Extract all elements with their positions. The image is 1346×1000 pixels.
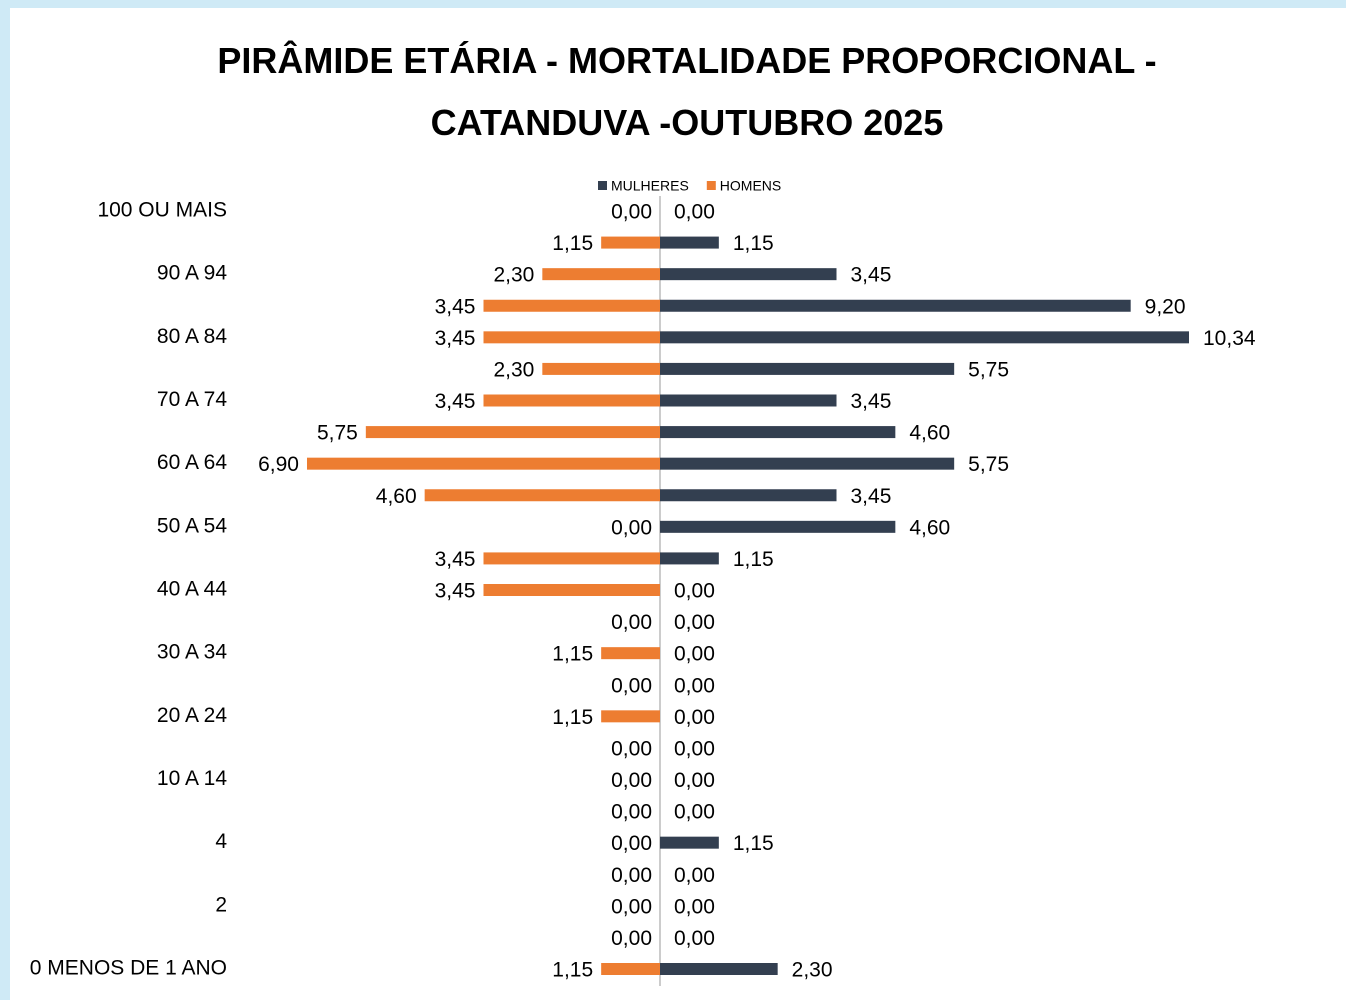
bar	[660, 362, 955, 375]
bar	[542, 268, 660, 281]
bar	[660, 426, 896, 439]
value-label: 0,00	[611, 516, 652, 539]
value-label: 0,00	[674, 895, 715, 918]
value-label: 3,45	[435, 327, 476, 350]
value-label: 1,15	[552, 706, 593, 729]
value-label: 0,00	[611, 895, 652, 918]
value-label: 1,15	[733, 832, 774, 855]
value-label: 1,15	[552, 959, 593, 982]
value-label: 5,75	[968, 453, 1009, 476]
value-label: 0,00	[674, 580, 715, 603]
value-label: 6,90	[258, 453, 299, 476]
category-label: 2	[215, 893, 227, 916]
bar	[601, 963, 660, 975]
bar	[483, 394, 660, 407]
value-label: 0,00	[674, 927, 715, 950]
bar	[483, 299, 660, 312]
value-label: 5,75	[317, 422, 358, 445]
bar	[483, 331, 660, 344]
value-label: 0,00	[674, 769, 715, 792]
value-label: 0,00	[674, 801, 715, 824]
category-label: 50 A 54	[157, 514, 227, 537]
value-label: 0,00	[611, 611, 652, 634]
category-label: 0 MENOS DE 1 ANO	[30, 957, 227, 980]
value-label: 3,45	[435, 548, 476, 571]
bar	[660, 552, 719, 565]
bar	[660, 963, 778, 975]
value-label: 0,00	[674, 737, 715, 760]
bar	[601, 647, 660, 660]
value-label: 3,45	[435, 390, 476, 413]
value-label: 0,00	[611, 927, 652, 950]
chart-area	[10, 8, 1346, 1000]
legend-label: HOMENS	[720, 178, 781, 194]
category-label: 80 A 84	[157, 325, 227, 348]
value-label: 0,00	[611, 832, 652, 855]
bar	[660, 268, 837, 281]
value-label: 0,00	[674, 611, 715, 634]
bar	[660, 489, 837, 502]
value-label: 3,45	[851, 264, 892, 287]
value-label: 0,00	[611, 201, 652, 224]
value-label: 0,00	[674, 643, 715, 666]
bar	[660, 394, 837, 407]
chart-title: PIRÂMIDE ETÁRIA - MORTALIDADE PROPORCION…	[217, 40, 1157, 143]
value-label: 3,45	[851, 485, 892, 508]
category-label: 40 A 44	[157, 578, 227, 601]
category-label: 30 A 34	[157, 641, 227, 664]
bar	[601, 710, 660, 723]
bar	[483, 552, 660, 565]
value-label: 3,45	[851, 390, 892, 413]
bar	[306, 457, 660, 470]
bar	[424, 489, 660, 502]
bar	[660, 836, 719, 849]
bar	[660, 299, 1131, 312]
value-label: 0,00	[611, 737, 652, 760]
value-label: 2,30	[493, 358, 534, 381]
value-label: 1,15	[552, 232, 593, 255]
value-label: 9,20	[1145, 295, 1186, 318]
value-label: 0,00	[611, 864, 652, 887]
legend-swatch	[706, 181, 716, 190]
value-label: 0,00	[674, 706, 715, 729]
bar	[660, 520, 896, 533]
bar	[660, 236, 719, 249]
value-label: 0,00	[611, 674, 652, 697]
value-label: 0,00	[611, 801, 652, 824]
category-label: 60 A 64	[157, 451, 227, 474]
value-label: 1,15	[552, 643, 593, 666]
value-label: 10,34	[1203, 327, 1256, 350]
bar	[483, 584, 660, 596]
value-label: 4,60	[909, 422, 950, 445]
value-label: 0,00	[674, 201, 715, 224]
value-label: 3,45	[435, 295, 476, 318]
value-label: 2,30	[792, 959, 833, 982]
bar	[365, 426, 660, 439]
category-label: 20 A 24	[157, 704, 227, 727]
legend-label: MULHERES	[611, 178, 689, 194]
value-label: 4,60	[909, 516, 950, 539]
value-label: 4,60	[376, 485, 417, 508]
value-label: 0,00	[674, 864, 715, 887]
bar	[660, 331, 1189, 344]
category-label: 4	[215, 830, 227, 853]
value-label: 1,15	[733, 232, 774, 255]
value-label: 3,45	[435, 580, 476, 603]
category-label: 10 A 14	[157, 767, 227, 790]
category-label: 90 A 94	[157, 262, 227, 285]
value-label: 0,00	[674, 674, 715, 697]
category-label: 100 OU MAIS	[97, 199, 227, 222]
value-label: 5,75	[968, 358, 1009, 381]
bar	[660, 457, 955, 470]
bar	[601, 236, 660, 249]
value-label: 1,15	[733, 548, 774, 571]
bar	[542, 362, 660, 375]
category-label: 70 A 74	[157, 388, 227, 411]
value-label: 0,00	[611, 769, 652, 792]
legend-swatch	[598, 181, 607, 190]
value-label: 2,30	[493, 264, 534, 287]
